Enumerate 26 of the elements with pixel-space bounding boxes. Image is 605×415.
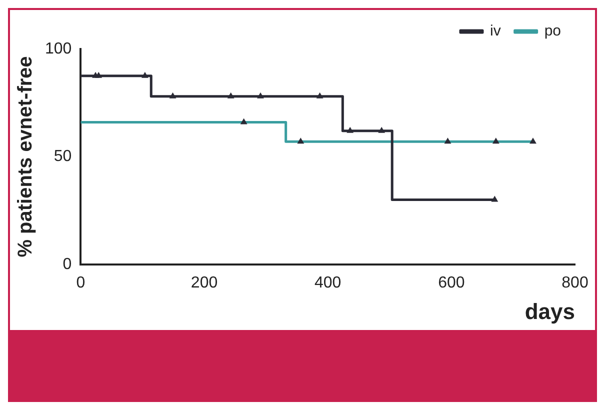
- point: [228, 92, 234, 98]
- x-tick-label: 600: [438, 274, 465, 292]
- x-tick-label: 0: [76, 274, 86, 292]
- x-axis-title: days: [524, 298, 575, 324]
- x-tick-label: 800: [562, 274, 588, 292]
- y-tick-label: 0: [62, 256, 72, 273]
- point: [316, 92, 323, 98]
- x-tick-label: 200: [190, 274, 218, 292]
- point: [240, 118, 247, 124]
- point: [142, 72, 148, 78]
- point: [378, 127, 385, 133]
- point: [298, 138, 304, 144]
- legend-label: po: [544, 22, 562, 40]
- point: [492, 196, 498, 202]
- point: [530, 138, 536, 144]
- point: [96, 72, 102, 78]
- point: [492, 138, 500, 144]
- legend-label: iv: [490, 22, 502, 40]
- point: [444, 138, 451, 144]
- point: [170, 92, 176, 98]
- point: [257, 92, 264, 98]
- y-tick-label: 100: [44, 40, 72, 58]
- y-axis-title: % patients evnet-free: [14, 56, 37, 258]
- x-tick-label: 400: [314, 274, 342, 292]
- y-tick-label: 50: [54, 148, 72, 166]
- point: [346, 127, 354, 133]
